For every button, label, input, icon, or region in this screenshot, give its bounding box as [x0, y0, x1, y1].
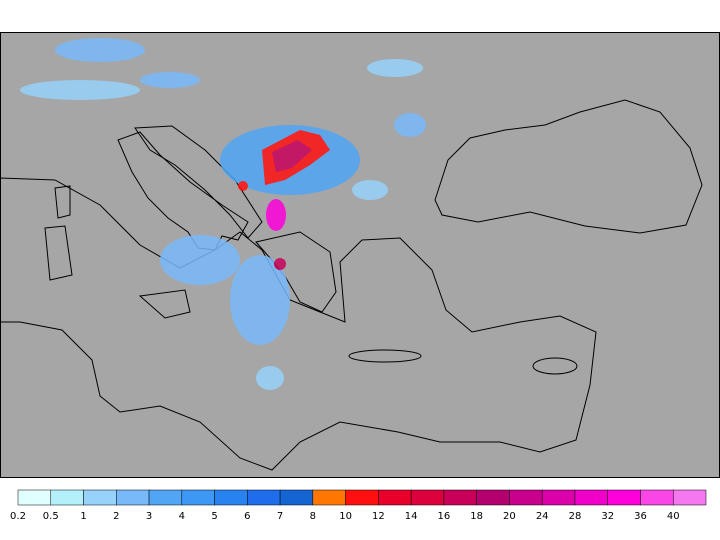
- color-swatch: [476, 489, 510, 506]
- sicily: [138, 289, 191, 319]
- legend-label: 32: [601, 511, 614, 522]
- color-swatch: [116, 489, 150, 506]
- legend-label: 14: [405, 511, 418, 522]
- sardinia: [44, 225, 73, 281]
- legend-label: 0.5: [43, 511, 59, 522]
- precip-area: [20, 80, 140, 100]
- legend-label: 18: [470, 511, 483, 522]
- precip-core: [274, 258, 286, 270]
- legend-label: 20: [503, 511, 516, 522]
- color-swatch: [83, 489, 117, 506]
- color-swatch: [181, 489, 215, 506]
- legend-label: 8: [310, 511, 316, 522]
- legend-label: 6: [244, 511, 250, 522]
- precipitation: [20, 38, 426, 390]
- color-swatch: [410, 489, 445, 506]
- legend-label: 1: [80, 511, 86, 522]
- color-swatch: [279, 489, 314, 506]
- legend-label: 12: [372, 511, 385, 522]
- italy: [117, 131, 249, 251]
- cyprus: [532, 357, 578, 375]
- color-swatch: [214, 489, 248, 506]
- legend-label: 0.2: [10, 511, 26, 522]
- crete: [348, 349, 422, 363]
- color-swatch: [574, 489, 608, 506]
- precip-area: [160, 235, 240, 285]
- precip-area: [394, 113, 426, 137]
- mediterranean-sea: [0, 177, 597, 471]
- color-swatch: [607, 489, 641, 506]
- color-swatch: [148, 489, 183, 506]
- color-swatch: [247, 489, 281, 506]
- legend-label: 36: [634, 511, 647, 522]
- colorbar: 0.2 0.5 1 2 3 4 5 6 7 8 10 12 14 16 18 20 24 28 32 36 40: [10, 489, 707, 522]
- color-swatch: [541, 489, 576, 506]
- precip-area: [140, 72, 200, 88]
- legend-label: 16: [438, 511, 451, 522]
- color-swatch: [509, 489, 543, 506]
- color-swatch: [345, 489, 379, 506]
- black-sea: [434, 99, 703, 234]
- legend-label: 5: [211, 511, 217, 522]
- precip-core: [272, 140, 312, 172]
- legend-label: 7: [277, 511, 283, 522]
- precip-area: [230, 255, 290, 345]
- legend-label: 24: [536, 511, 549, 522]
- color-swatch: [672, 489, 707, 506]
- precip-area: [55, 38, 145, 62]
- color-swatch: [312, 489, 346, 506]
- corsica: [54, 185, 71, 219]
- legend-label: 40: [667, 511, 680, 522]
- legend-label: 10: [339, 511, 352, 522]
- precip-core: [238, 181, 248, 191]
- map: [0, 32, 720, 478]
- color-swatch: [443, 489, 477, 506]
- legend-label: 4: [179, 511, 185, 522]
- color-swatch: [17, 489, 52, 506]
- precip-area: [256, 366, 284, 390]
- legend-label: 2: [113, 511, 119, 522]
- legend-label: 3: [146, 511, 152, 522]
- precip-core: [266, 199, 286, 231]
- color-swatch: [50, 489, 84, 506]
- color-swatch: [640, 489, 674, 506]
- adriatic-sea: [134, 125, 263, 239]
- land: [0, 32, 720, 478]
- color-swatch: [378, 489, 412, 506]
- precip-area: [352, 180, 388, 200]
- precip-area: [367, 59, 423, 77]
- legend-label: 28: [569, 511, 582, 522]
